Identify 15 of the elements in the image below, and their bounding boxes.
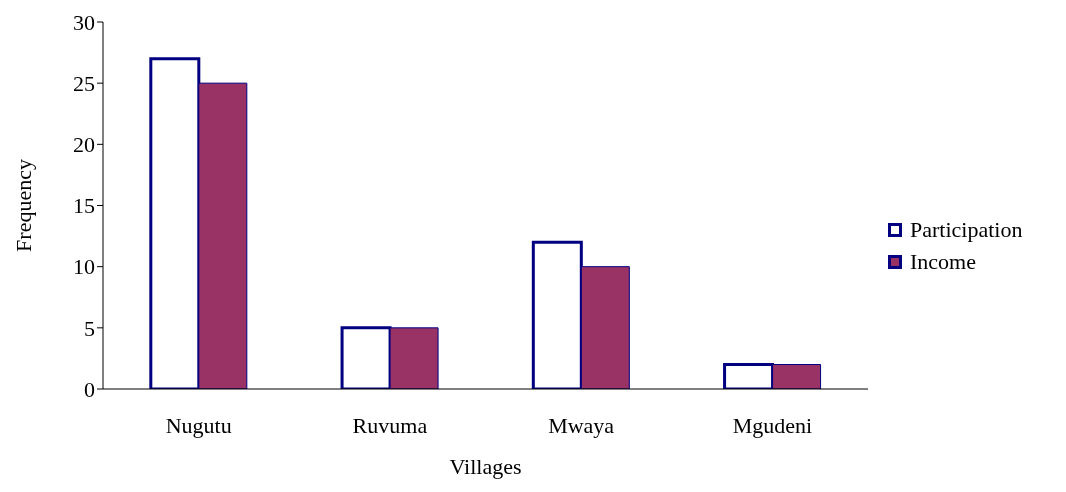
y-tick-label: 20 [73,132,95,158]
y-tick-label: 0 [84,376,95,402]
y-tick-label: 30 [73,9,95,35]
x-axis-title: Villages [449,454,522,479]
x-tick-label: Ruvuma [352,412,428,438]
y-tick-label: 5 [84,315,95,341]
legend-label: Income [910,249,976,275]
y-tick-label: 15 [73,193,95,219]
legend-label: Participation [910,217,1023,243]
x-tick-label: Nugutu [165,412,232,438]
y-tick-label: 25 [73,70,95,96]
y-tick-label: 10 [73,254,95,280]
x-tick-label: Mgudeni [732,412,813,438]
x-tick-label: Mwaya [548,412,615,438]
y-axis-title: Frequency [10,159,36,252]
